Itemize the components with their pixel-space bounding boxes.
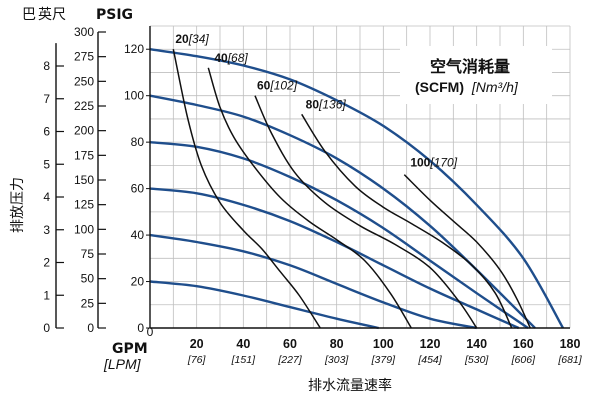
air-consumption-label-80: 80[136]: [306, 97, 347, 111]
feet-tick-label: 200: [74, 124, 94, 138]
x-unit-label-alt: [LPM]: [103, 356, 142, 372]
x-tick-label-lpm: [379]: [371, 354, 396, 366]
feet-tick-label: 125: [74, 198, 94, 212]
x-tick-label: 0: [147, 325, 154, 339]
air-consumption-curve-20: [172, 49, 321, 329]
bar-tick-label: 5: [43, 157, 50, 171]
y-axis-title: 排放压力: [10, 177, 26, 233]
bar-tick-label: 3: [43, 223, 50, 237]
legend: 空气消耗量 (SCFM) [Nm³/h]: [400, 46, 552, 104]
bar-tick-label: 7: [43, 92, 50, 106]
x-tick-label: 60: [283, 337, 297, 351]
x-tick-label-lpm: [151]: [231, 354, 256, 366]
feet-tick-label: 225: [74, 99, 94, 113]
x-tick-label: 160: [513, 337, 534, 351]
x-axis-title: 排水流量速率: [308, 377, 392, 394]
legend-subtitle: (SCFM) [Nm³/h]: [415, 79, 519, 95]
air-consumption-curve-60: [254, 95, 478, 329]
feet-unit-label: 英尺: [38, 6, 66, 23]
x-tick-label-lpm: [454]: [417, 354, 442, 366]
bar-tick-label: 2: [43, 256, 50, 270]
x-tick-label-lpm: [303]: [324, 354, 349, 366]
psig-tick-label: 100: [124, 89, 144, 103]
feet-tick-label: 75: [81, 247, 95, 261]
psig-tick-label: 80: [131, 135, 145, 149]
psig-tick-label: 0: [137, 321, 144, 335]
psig-tick-label: 20: [131, 275, 145, 289]
feet-tick-label: 175: [74, 148, 94, 162]
air-consumption-label-100: 100[170]: [410, 156, 457, 170]
bar-tick-label: 0: [43, 321, 50, 335]
x-tick-label-lpm: [76]: [187, 354, 207, 366]
x-tick-label: 20: [190, 337, 204, 351]
x-tick-label-lpm: [606]: [511, 354, 536, 366]
x-tick-label: 100: [373, 337, 394, 351]
pressure-curve-20-psig: [149, 280, 379, 330]
pressure-curve-40-psig: [149, 233, 477, 330]
curve-annotations: 20[34] 40[68] 60[102] 80[136] 100[170]: [175, 32, 457, 169]
feet-tick-label: 250: [74, 74, 94, 88]
feet-tick-label: 0: [87, 321, 94, 335]
x-unit-label: GPM: [112, 341, 148, 357]
bar-tick-label: 8: [43, 59, 50, 73]
bar-tick-label: 4: [43, 190, 50, 204]
bar-tick-label: 6: [43, 125, 50, 139]
tick-labels: 0204060801001200255075100125150175200225…: [43, 25, 582, 366]
feet-tick-label: 50: [81, 272, 95, 286]
feet-tick-label: 275: [74, 50, 94, 64]
x-tick-label: 140: [466, 337, 487, 351]
psig-tick-label: 40: [131, 228, 145, 242]
legend-title: 空气消耗量: [430, 57, 510, 76]
bar-tick-label: 1: [43, 288, 50, 302]
bar-unit-label: 巴: [22, 7, 36, 23]
x-tick-label-lpm: [227]: [277, 354, 302, 366]
pressure-curve-120-psig: [149, 48, 565, 329]
air-consumption-curve-100: [403, 174, 531, 329]
x-tick-label: 40: [236, 337, 250, 351]
air-consumption-curve-40: [207, 67, 412, 329]
legend-background: [400, 46, 552, 104]
air-consumption-label-20: 20[34]: [175, 32, 209, 46]
x-tick-label: 120: [420, 337, 441, 351]
psig-tick-label: 60: [131, 182, 145, 196]
x-tick-label: 80: [330, 337, 344, 351]
x-tick-label: 180: [560, 337, 581, 351]
pressure-curve-60-psig: [149, 187, 520, 330]
pressure-curve-80-psig: [149, 141, 529, 329]
curves: [149, 48, 565, 330]
air-consumption-curve-80: [301, 113, 513, 329]
psig-tick-label: 120: [124, 42, 144, 56]
air-consumption-label-40: 40[68]: [214, 51, 248, 65]
x-tick-label-lpm: [681]: [557, 354, 582, 366]
feet-tick-label: 150: [74, 173, 94, 187]
psig-unit-label: PSIG: [96, 7, 133, 23]
air-consumption-label-60: 60[102]: [257, 79, 298, 93]
x-tick-label-lpm: [530]: [464, 354, 489, 366]
feet-tick-label: 100: [74, 222, 94, 236]
feet-tick-label: 300: [74, 25, 94, 39]
feet-tick-label: 25: [81, 296, 95, 310]
